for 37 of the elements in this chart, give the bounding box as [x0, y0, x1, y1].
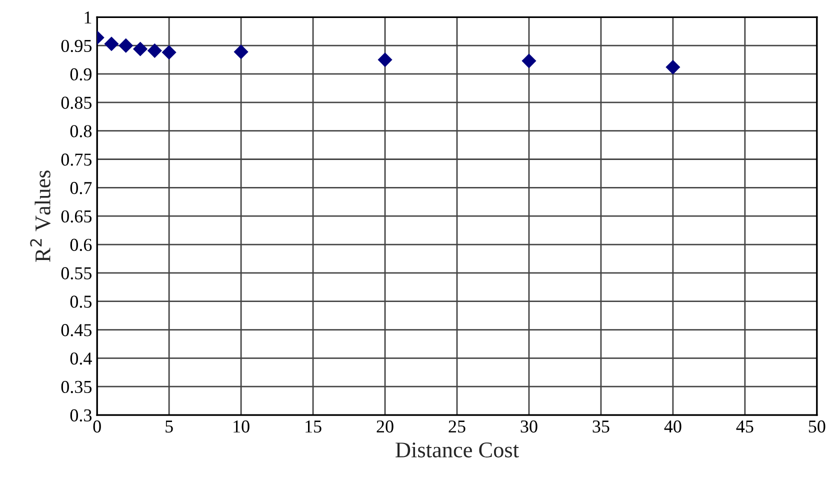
point: [234, 44, 248, 60]
x-tick-label: 40: [664, 420, 682, 433]
point: [118, 38, 134, 53]
y-tick-label: 0.65: [61, 210, 92, 223]
y-axis-title: R$^{2}$ Values: [30, 170, 51, 262]
x-axis-title: Distance Cost: [396, 442, 519, 458]
x-tick-label: 50: [808, 420, 826, 433]
y-tick-label: 0.7: [70, 182, 92, 194]
x-tick-label: 10: [234, 420, 250, 433]
x-tick-label: 0: [93, 420, 101, 433]
y-tick-label: 0.45: [61, 324, 92, 336]
x-tick-label: 5: [166, 420, 173, 433]
point: [666, 60, 680, 74]
x-tick-label: 35: [592, 420, 610, 433]
x-tick-label: 30: [520, 420, 538, 433]
point: [147, 43, 162, 58]
point: [162, 45, 176, 60]
y-tick-label: 0.75: [61, 154, 92, 166]
point: [378, 52, 392, 68]
y-tick-label: 0.6: [70, 238, 92, 252]
y-tick-label: 1: [84, 11, 92, 24]
y-tick-label: 0.35: [61, 380, 92, 394]
x-tick-label: 25: [448, 420, 466, 433]
y-tick-label: 0.4: [70, 352, 92, 365]
x-tick-label: 15: [306, 420, 322, 433]
y-tick-label: 0.5: [70, 296, 92, 308]
point: [132, 42, 148, 56]
y-tick-label: 0.85: [61, 96, 92, 109]
point: [104, 36, 119, 52]
y-tick-label: 0.55: [61, 267, 92, 280]
y-tick-label: 0.8: [70, 125, 92, 138]
x-tick-label: 20: [376, 420, 394, 433]
y-tick-label: 0.95: [61, 40, 92, 52]
point: [522, 54, 536, 68]
x-tick-label: 45: [736, 420, 754, 433]
y-tick-label: 0.9: [70, 68, 92, 81]
y-tick-label: 0.3: [70, 409, 92, 422]
